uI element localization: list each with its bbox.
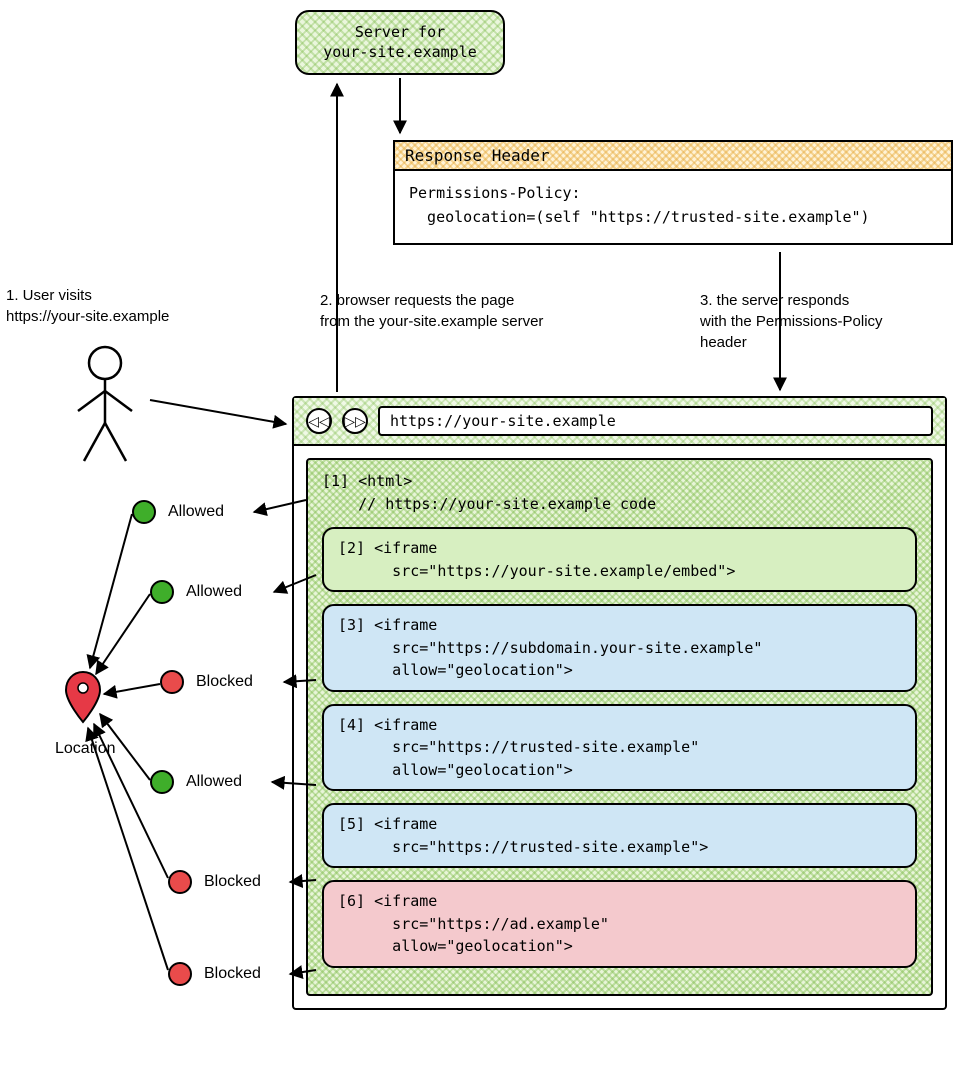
status-2: Allowed: [150, 580, 242, 604]
status-label: Allowed: [186, 583, 242, 601]
status-6: Blocked: [168, 962, 261, 986]
url-bar[interactable]: https://your-site.example: [378, 406, 933, 436]
status-label: Allowed: [186, 773, 242, 791]
allowed-dot-icon: [132, 500, 156, 524]
response-header-body: Permissions-Policy: geolocation=(self "h…: [395, 171, 951, 243]
blocked-dot-icon: [168, 870, 192, 894]
step-3-annotation: 3. the server responds with the Permissi…: [700, 290, 960, 353]
user-stickfigure-icon: [70, 345, 140, 465]
forward-button-icon[interactable]: ▷▷: [342, 408, 368, 434]
status-5: Blocked: [168, 870, 261, 894]
step-1-annotation: 1. User visits https://your-site.example: [6, 285, 286, 327]
location-pin-icon: [63, 670, 103, 725]
server-line2: your-site.example: [323, 43, 477, 61]
status-1: Allowed: [132, 500, 224, 524]
blocked-dot-icon: [168, 962, 192, 986]
server-line1: Server for: [355, 23, 445, 41]
response-header-title: Response Header: [395, 142, 951, 171]
browser-window: ◁◁ ▷▷ https://your-site.example [1] <htm…: [292, 396, 947, 1010]
status-label: Allowed: [168, 503, 224, 521]
html-top-code: [1] <html> // https://your-site.example …: [322, 470, 917, 515]
iframe-box-5: [5] <iframe src="https://trusted-site.ex…: [322, 803, 917, 868]
iframe-box-3: [3] <iframe src="https://subdomain.your-…: [322, 604, 917, 692]
iframe-box-4: [4] <iframe src="https://trusted-site.ex…: [322, 704, 917, 792]
status-label: Blocked: [196, 673, 253, 691]
status-3: Blocked: [160, 670, 253, 694]
browser-chrome: ◁◁ ▷▷ https://your-site.example: [294, 398, 945, 446]
allowed-dot-icon: [150, 770, 174, 794]
response-header-box: Response Header Permissions-Policy: geol…: [393, 140, 953, 245]
step-2-annotation: 2. browser requests the page from the yo…: [320, 290, 630, 332]
status-label: Blocked: [204, 873, 261, 891]
allowed-dot-icon: [150, 580, 174, 604]
status-label: Blocked: [204, 965, 261, 983]
iframe-box-6: [6] <iframe src="https://ad.example" all…: [322, 880, 917, 968]
browser-viewport: [1] <html> // https://your-site.example …: [306, 458, 933, 996]
server-box: Server for your-site.example: [295, 10, 505, 75]
iframe-box-2: [2] <iframe src="https://your-site.examp…: [322, 527, 917, 592]
blocked-dot-icon: [160, 670, 184, 694]
location-label: Location: [55, 740, 116, 758]
back-button-icon[interactable]: ◁◁: [306, 408, 332, 434]
status-4: Allowed: [150, 770, 242, 794]
